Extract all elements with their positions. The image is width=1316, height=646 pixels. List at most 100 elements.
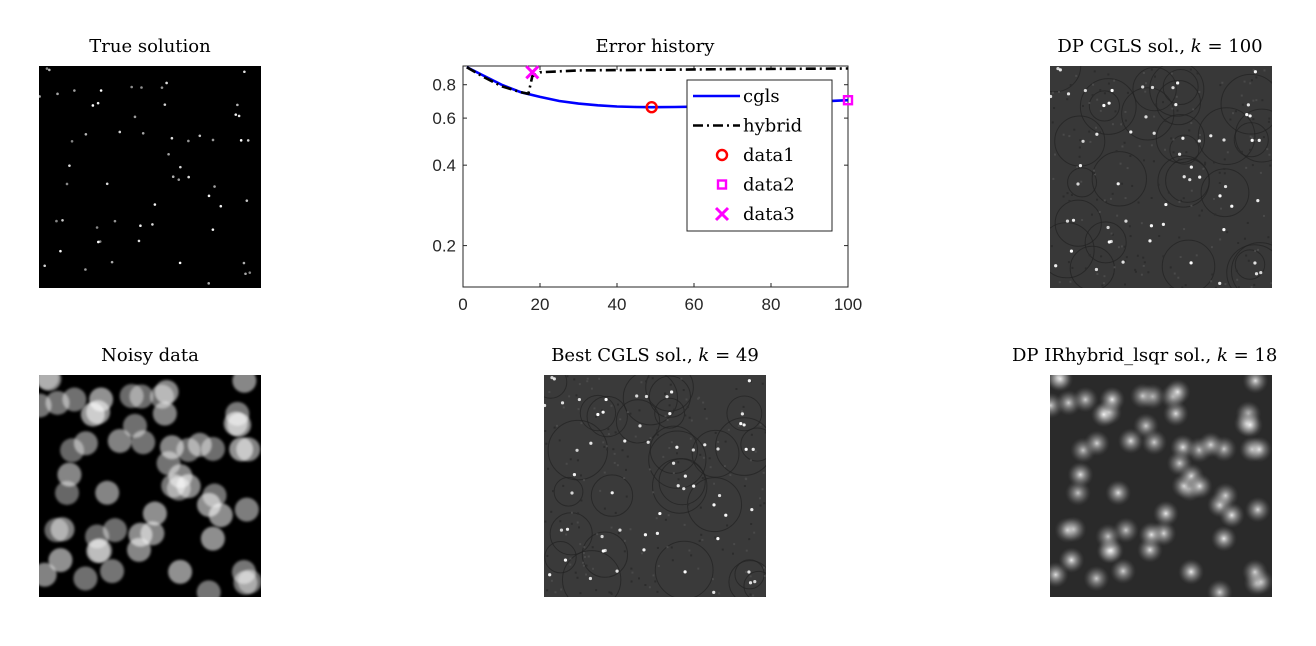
noise-speck	[544, 429, 547, 432]
noise-speck	[1092, 169, 1095, 172]
noise-speck	[759, 497, 762, 500]
blur-disc	[154, 379, 179, 404]
noise-speck	[1150, 196, 1153, 199]
noise-speck	[686, 405, 689, 408]
noise-speck	[1236, 278, 1239, 281]
noise-speck	[1178, 200, 1181, 203]
smooth-blob	[1054, 517, 1081, 544]
star-dot	[130, 85, 133, 89]
ring-artifact	[654, 397, 686, 429]
noise-speck	[763, 566, 766, 569]
noise-speck	[672, 472, 675, 475]
noise-speck	[698, 396, 701, 399]
noise-speck	[1128, 225, 1131, 228]
noise-speck	[1102, 282, 1105, 285]
blur-disc	[100, 559, 125, 584]
ring-artifact	[691, 429, 740, 478]
noise-speck	[1137, 201, 1140, 204]
blur-disc	[232, 375, 257, 393]
star-dot	[1110, 88, 1114, 93]
star-dot	[1253, 261, 1257, 265]
blur-disc	[176, 474, 201, 499]
noise-speck	[683, 409, 686, 412]
noise-speck	[1121, 145, 1124, 148]
noise-speck	[1051, 121, 1054, 124]
noise-speck	[754, 450, 757, 453]
noise-speck	[750, 523, 753, 526]
smooth-blob	[1050, 375, 1074, 392]
star-dot	[95, 226, 99, 229]
star-dot	[1152, 131, 1156, 135]
star-dot	[56, 92, 59, 96]
noise-speck	[699, 506, 702, 509]
star-dot	[548, 573, 552, 577]
star-dot	[635, 394, 639, 398]
x-tick-label: 40	[608, 295, 627, 314]
noise-speck	[1150, 144, 1153, 147]
star-dot	[73, 89, 76, 92]
noise-speck	[625, 495, 628, 498]
blur-disc	[128, 522, 153, 547]
noise-speck	[698, 539, 701, 542]
star-dot	[242, 261, 246, 265]
legend: cgls hybrid data1 data2 data3	[686, 79, 833, 232]
noise-speck	[748, 538, 751, 541]
star-dot	[1198, 175, 1202, 179]
noise-speck	[1096, 273, 1099, 276]
noise-speck	[701, 477, 704, 480]
noise-speck	[562, 406, 565, 409]
noise-speck	[1169, 286, 1172, 288]
blur-disc	[39, 562, 57, 587]
ring-artifact	[1161, 239, 1216, 288]
x-tick-label: 20	[531, 295, 550, 314]
star-dot	[160, 86, 164, 89]
noise-speck	[1113, 266, 1116, 269]
noise-speck	[1154, 75, 1157, 78]
noise-speck	[1088, 101, 1091, 104]
noise-speck	[1226, 231, 1229, 234]
ring-artifact	[1197, 107, 1256, 165]
noise-speck	[595, 415, 598, 418]
noise-speck	[1162, 255, 1165, 258]
noise-speck	[702, 456, 705, 459]
blur-disc	[208, 503, 233, 528]
noise-speck	[640, 552, 643, 555]
noise-speck	[1057, 91, 1060, 94]
legend-data2-swatch	[716, 179, 728, 190]
noise-speck	[1123, 141, 1126, 144]
star-dot	[1174, 103, 1178, 107]
ring-artifact	[1226, 244, 1272, 288]
noise-speck	[1122, 123, 1125, 126]
noise-speck	[1144, 82, 1147, 85]
noise-speck	[714, 431, 717, 434]
noise-speck	[1188, 129, 1191, 132]
smooth-blob	[1129, 382, 1156, 409]
star-dot	[1223, 184, 1228, 189]
star-dot	[1218, 194, 1222, 198]
star-dot	[248, 271, 252, 274]
noise-speck	[761, 382, 764, 385]
x-tick-label: 0	[458, 295, 467, 314]
star-dot	[747, 570, 751, 574]
noise-speck	[721, 548, 724, 551]
noise-speck	[640, 381, 643, 384]
noise-speck	[544, 520, 547, 523]
noise-speck	[749, 593, 752, 596]
noise-speck	[568, 395, 571, 398]
noise-speck	[629, 528, 632, 531]
noise-speck	[608, 591, 611, 594]
noise-speck	[763, 574, 766, 577]
blur-disc	[39, 375, 62, 391]
noise-speck	[550, 510, 553, 513]
star-dot	[675, 445, 679, 449]
star-dot	[671, 461, 676, 465]
noise-speck	[652, 574, 655, 577]
noise-speck	[1142, 256, 1145, 259]
noise-speck	[1078, 155, 1081, 158]
noise-speck	[583, 546, 586, 549]
noise-speck	[1177, 276, 1180, 279]
smooth-blob	[1138, 521, 1165, 548]
star-dot	[177, 178, 181, 181]
noise-speck	[1066, 98, 1069, 101]
star-dot	[750, 508, 754, 512]
